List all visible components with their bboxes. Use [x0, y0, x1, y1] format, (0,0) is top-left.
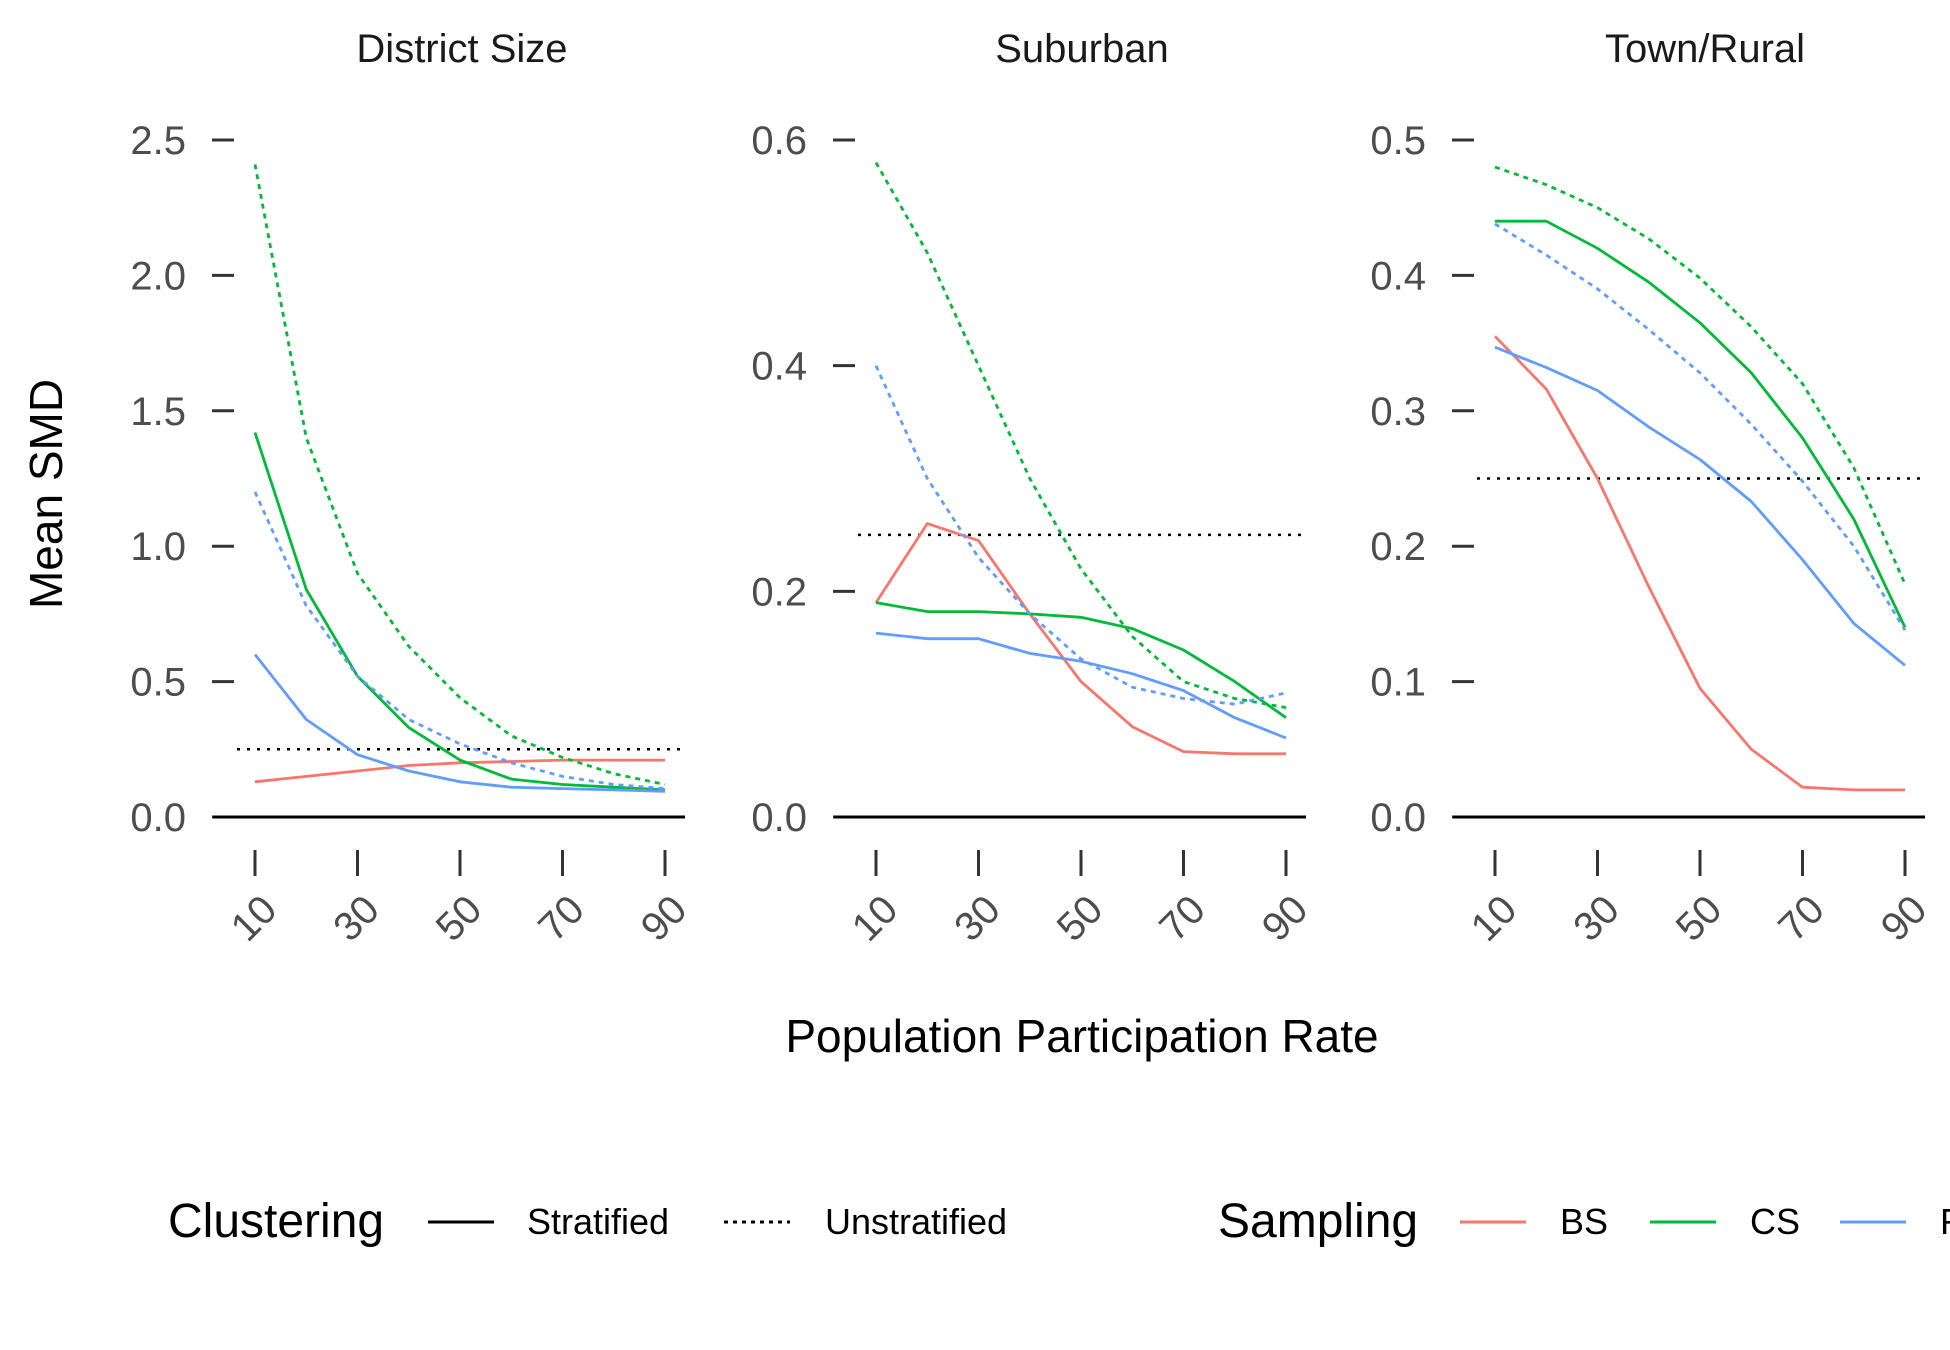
legend-label-bs: BS [1560, 1201, 1608, 1242]
series-line-cs-stratified [875, 601, 1287, 719]
series-line-cs-stratified [253, 432, 666, 792]
series-line-cs-unstratified [1494, 165, 1907, 585]
series-line-cs-unstratified [874, 161, 1287, 709]
x-tick-label: 30 [1565, 887, 1628, 950]
y-tick-label: 0.6 [751, 119, 807, 163]
legend-label-unstratified: Unstratified [825, 1201, 1007, 1242]
y-tick-label: 0.0 [751, 796, 807, 840]
panel-3: Town/Rural 0.0 0.1 0.2 0.3 0.4 0.5 10 30 50 70 90 [1370, 27, 1935, 950]
legend-label-stratified: Stratified [527, 1201, 669, 1242]
legend: Clustering Stratified Unstratified Sampl… [168, 1195, 1950, 1248]
series-line-bs-stratified [874, 522, 1286, 756]
panel-title: District Size [356, 27, 567, 71]
y-tick-label: 1.0 [130, 525, 186, 569]
x-tick-label: 50 [428, 887, 491, 950]
panel-2: Suburban 0.0 0.2 0.4 0.6 10 30 50 70 90 [751, 27, 1316, 950]
series-line-r-unstratified [874, 365, 1287, 706]
y-tick-label: 0.0 [1370, 796, 1426, 840]
y-tick-label: 1.5 [130, 390, 186, 434]
series-line-r-stratified [875, 631, 1287, 740]
legend-clustering-title: Clustering [168, 1195, 384, 1248]
y-tick-label: 0.4 [1370, 254, 1426, 298]
y-tick-label: 0.5 [130, 661, 186, 705]
y-tick-label: 0.2 [751, 570, 807, 614]
x-tick-label: 70 [530, 887, 593, 950]
y-axis-title: Mean SMD [20, 379, 72, 609]
series-line-cs-unstratified [253, 164, 666, 786]
panel-title: Suburban [995, 27, 1168, 71]
x-tick-label: 10 [223, 887, 286, 950]
panel-1: District Size 0.0 0.5 1.0 1.5 2.0 2.5 10 30 50 70 9… [130, 27, 695, 950]
series-line-bs-stratified [1493, 335, 1905, 792]
series-line-cs-stratified [1495, 219, 1907, 628]
y-tick-label: 0.5 [1370, 119, 1426, 163]
chart-panels: District Size 0.0 0.5 1.0 1.5 2.0 2.5 10 30 50 70 9… [130, 27, 1935, 950]
y-tick-label: 2.5 [130, 119, 186, 163]
y-tick-label: 0.0 [130, 796, 186, 840]
x-tick-label: 30 [946, 887, 1009, 950]
x-tick-label: 70 [1151, 887, 1214, 950]
series-line-bs-stratified [254, 758, 665, 784]
x-axis-title: Population Participation Rate [785, 1010, 1378, 1062]
legend-sampling-title: Sampling [1218, 1195, 1418, 1248]
x-tick-label: 30 [325, 887, 388, 950]
x-tick-label: 90 [633, 887, 696, 950]
x-tick-label: 90 [1873, 887, 1936, 950]
x-tick-label: 50 [1668, 887, 1731, 950]
series-line-r-stratified [253, 653, 666, 793]
legend-label-r: R [1940, 1201, 1950, 1242]
x-tick-label: 10 [844, 887, 907, 950]
y-tick-label: 0.4 [751, 345, 807, 389]
x-tick-label: 50 [1049, 887, 1112, 950]
panel-title: Town/Rural [1605, 27, 1805, 71]
series-line-r-unstratified [1494, 222, 1907, 631]
x-tick-label: 10 [1463, 887, 1526, 950]
series-line-r-stratified [1494, 345, 1906, 667]
legend-label-cs: CS [1750, 1201, 1800, 1242]
y-tick-label: 2.0 [130, 254, 186, 298]
y-tick-label: 0.2 [1370, 525, 1426, 569]
x-tick-label: 70 [1770, 887, 1833, 950]
y-tick-label: 0.3 [1370, 390, 1426, 434]
y-tick-label: 0.1 [1370, 661, 1426, 705]
series-line-r-unstratified [253, 491, 666, 790]
x-tick-label: 90 [1254, 887, 1317, 950]
